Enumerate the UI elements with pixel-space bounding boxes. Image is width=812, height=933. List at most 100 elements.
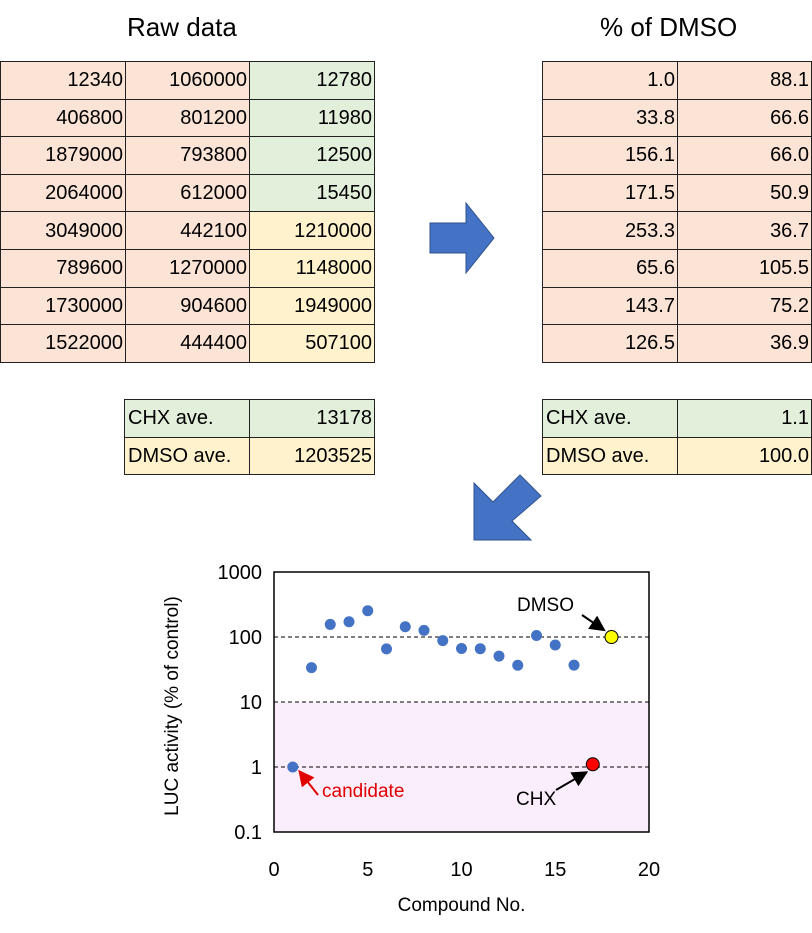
percent-dmso-cell: 253.3 bbox=[542, 211, 678, 250]
percent-dmso-row: 65.6 105.5 bbox=[542, 248, 812, 288]
y-tick-label: 1 bbox=[251, 757, 262, 779]
raw-data-cell: 406800 bbox=[0, 98, 126, 138]
percent-dmso-cell: 36.9 bbox=[677, 324, 812, 363]
raw-data-row: 3049000 442100 1210000 bbox=[0, 211, 375, 250]
raw-data-row: 2064000 612000 15450 bbox=[0, 173, 375, 213]
dmso-data-point bbox=[604, 630, 619, 644]
dmso-average-label: DMSO ave. bbox=[542, 436, 678, 476]
percent-dmso-cell: 88.1 bbox=[677, 61, 812, 100]
y-tick-label: 100 bbox=[229, 627, 262, 649]
x-tick-label: 20 bbox=[638, 859, 660, 881]
raw-data-cell: 1879000 bbox=[0, 136, 126, 175]
compound-data-point bbox=[324, 618, 336, 630]
raw-average-table: CHX ave. 13178 DMSO ave. 1203525 bbox=[124, 399, 375, 476]
y-axis-ticks: 0.1 1 10 100 1000 bbox=[218, 562, 263, 844]
chx-average-row: CHX ave. 13178 bbox=[124, 399, 375, 438]
raw-data-cell: 442100 bbox=[125, 211, 250, 250]
raw-data-cell: 1270000 bbox=[125, 248, 250, 288]
y-tick-label: 0.1 bbox=[234, 822, 262, 844]
percent-dmso-title: % of DMSO bbox=[600, 12, 738, 42]
percent-average-table: CHX ave. 1.1 DMSO ave. 100.0 bbox=[542, 399, 812, 476]
compound-data-point bbox=[399, 621, 411, 633]
raw-data-table: 12340 1060000 12780 406800 801200 11980 187900… bbox=[0, 61, 375, 363]
percent-dmso-cell: 50.9 bbox=[677, 173, 812, 213]
compound-data-point bbox=[287, 761, 299, 773]
chx-annotation-label: CHX bbox=[516, 789, 556, 810]
chx-annotation-arrow bbox=[555, 771, 589, 791]
compound-data-point bbox=[549, 639, 561, 651]
percent-dmso-cell: 36.7 bbox=[677, 211, 812, 250]
compound-data-point bbox=[343, 616, 355, 628]
percent-dmso-cell: 143.7 bbox=[542, 286, 678, 326]
raw-data-cell: 3049000 bbox=[0, 211, 126, 250]
percent-dmso-cell: 66.0 bbox=[677, 136, 812, 175]
chx-average-value: 1.1 bbox=[677, 399, 812, 438]
compound-data-point bbox=[568, 659, 580, 671]
raw-data-cell: 12500 bbox=[249, 136, 375, 175]
raw-data-cell: 612000 bbox=[125, 173, 250, 213]
raw-data-cell: 1730000 bbox=[0, 286, 126, 326]
raw-data-cell: 1210000 bbox=[249, 211, 375, 250]
raw-data-cell: 1148000 bbox=[249, 248, 375, 288]
raw-data-cell: 444400 bbox=[125, 324, 250, 363]
raw-data-title: Raw data bbox=[127, 12, 237, 42]
raw-data-row: 789600 1270000 1148000 bbox=[0, 248, 375, 288]
percent-dmso-cell: 171.5 bbox=[542, 173, 678, 213]
compound-data-point bbox=[512, 659, 524, 671]
data-points bbox=[287, 605, 619, 773]
percent-dmso-table: 1.0 88.1 33.8 66.6 156.1 66.0 171.5 50.9 253.3 36… bbox=[542, 61, 812, 363]
raw-data-row: 12340 1060000 12780 bbox=[0, 61, 375, 100]
y-tick-label: 10 bbox=[240, 692, 262, 714]
chx-average-label: CHX ave. bbox=[542, 399, 678, 438]
x-tick-label: 15 bbox=[544, 859, 566, 881]
x-tick-label: 0 bbox=[268, 859, 279, 881]
raw-data-cell: 1060000 bbox=[125, 61, 250, 100]
percent-dmso-row: 171.5 50.9 bbox=[542, 173, 812, 213]
chx-average-row: CHX ave. 1.1 bbox=[542, 399, 812, 438]
raw-data-cell: 789600 bbox=[0, 248, 126, 288]
dmso-average-value: 100.0 bbox=[677, 436, 812, 476]
chart-annotations: DMSO CHX candidate bbox=[298, 595, 606, 810]
x-tick-label: 10 bbox=[450, 859, 472, 881]
raw-data-row: 1730000 904600 1949000 bbox=[0, 286, 375, 326]
flow-arrows bbox=[429, 201, 542, 541]
raw-data-row: 1522000 444400 507100 bbox=[0, 324, 375, 363]
percent-dmso-row: 33.8 66.6 bbox=[542, 98, 812, 138]
percent-dmso-row: 126.5 36.9 bbox=[542, 324, 812, 363]
raw-data-cell: 12780 bbox=[249, 61, 375, 100]
raw-data-cell: 1522000 bbox=[0, 324, 126, 363]
x-tick-label: 5 bbox=[362, 859, 373, 881]
x-axis-ticks: 0 5 10 15 20 bbox=[268, 859, 660, 881]
percent-dmso-cell: 126.5 bbox=[542, 324, 678, 363]
percent-dmso-cell: 156.1 bbox=[542, 136, 678, 175]
percent-dmso-row: 1.0 88.1 bbox=[542, 61, 812, 100]
chx-data-point bbox=[585, 757, 600, 772]
plot-frame bbox=[273, 571, 650, 833]
dmso-annotation-arrow bbox=[581, 614, 606, 632]
dmso-annotation-label: DMSO bbox=[517, 595, 574, 616]
compound-data-point bbox=[531, 629, 542, 641]
raw-data-cell: 2064000 bbox=[0, 173, 126, 213]
chx-average-label: CHX ave. bbox=[124, 399, 250, 438]
raw-data-cell: 904600 bbox=[125, 286, 250, 326]
dmso-average-label: DMSO ave. bbox=[124, 436, 250, 476]
compound-data-point bbox=[456, 642, 467, 654]
compound-data-point bbox=[381, 643, 392, 655]
raw-data-cell: 11980 bbox=[249, 98, 375, 138]
compound-data-point bbox=[493, 650, 505, 662]
percent-dmso-cell: 105.5 bbox=[677, 248, 812, 288]
dmso-average-value: 1203525 bbox=[249, 436, 375, 476]
compound-data-point bbox=[474, 643, 486, 655]
dmso-average-row: DMSO ave. 100.0 bbox=[542, 436, 812, 476]
raw-data-cell: 15450 bbox=[249, 173, 375, 213]
percent-dmso-cell: 65.6 bbox=[542, 248, 678, 288]
candidate-annotation-arrow bbox=[298, 769, 319, 796]
candidate-annotation-label: candidate bbox=[322, 781, 404, 802]
percent-dmso-row: 143.7 75.2 bbox=[542, 286, 812, 326]
percent-dmso-cell: 66.6 bbox=[677, 98, 812, 138]
y-tick-label: 1000 bbox=[218, 562, 263, 584]
compound-data-point bbox=[362, 605, 374, 617]
raw-data-cell: 12340 bbox=[0, 61, 126, 100]
raw-data-cell: 801200 bbox=[125, 98, 250, 138]
